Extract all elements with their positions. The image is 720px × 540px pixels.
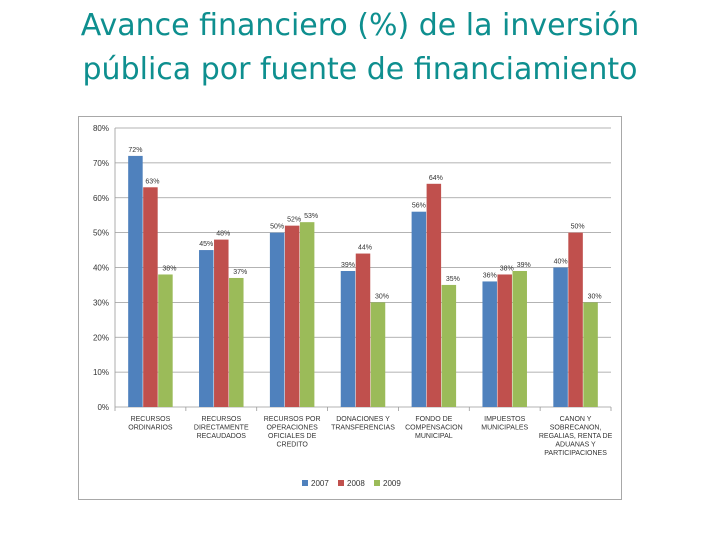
category-label-line: OFICIALES DE	[268, 433, 317, 440]
y-tick-label: 80%	[93, 124, 109, 133]
category-label: RECURSOS DIRECTAMENTE RECAUDADOS	[194, 416, 249, 440]
bar-2008	[214, 239, 229, 407]
category-label-line: FONDO DE	[415, 416, 452, 423]
bar-2009	[370, 302, 386, 407]
bar-2008	[568, 232, 583, 407]
y-tick-label: 40%	[93, 264, 109, 273]
legend-label: 2008	[347, 479, 365, 488]
title-line-1: Avance financiero (%) de la inversión	[80, 8, 640, 43]
bar-2008	[426, 183, 442, 407]
bar-2007	[199, 250, 214, 407]
category-label-line: RECURSOS	[201, 416, 241, 423]
bar-2009	[441, 284, 457, 407]
y-tick-label: 0%	[97, 403, 109, 412]
data-label: 44%	[358, 245, 372, 252]
data-label: 30%	[375, 293, 389, 300]
data-label: 56%	[412, 203, 426, 210]
bar-2009	[583, 302, 598, 407]
category-label: DONACIONES Y TRANSFERENCIAS	[331, 416, 395, 432]
data-label: 64%	[429, 175, 443, 182]
y-tick-label: 10%	[93, 368, 109, 377]
bar-2009	[229, 277, 244, 407]
data-label: 39%	[517, 262, 531, 269]
category-label: IMPUESTOS MUNICIPALES	[481, 416, 528, 432]
data-label: 45%	[199, 241, 213, 248]
bar-chart: 0% 10% 20% 30% 40% 50% 60% 70% 80% 72% 45% 50% 39% 56…	[93, 124, 613, 488]
category-label-line: DONACIONES Y	[336, 416, 390, 423]
bar-2007	[553, 267, 568, 407]
data-label: 40%	[554, 259, 568, 266]
bar-2007	[482, 281, 497, 407]
category-label-line: RECURSOS POR	[264, 416, 321, 423]
bar-2009	[299, 222, 315, 407]
category-label-line: ORDINARIOS	[128, 425, 173, 432]
y-tick-label: 50%	[93, 229, 109, 238]
data-label: 50%	[270, 224, 284, 231]
category-label-line: MUNICIPAL	[415, 433, 453, 440]
page-title: Avance financiero (%) de la inversión pú…	[0, 4, 720, 92]
category-label: CANON Y SOBRECANON, REGALIAS, RENTA DE ADUA…	[539, 416, 613, 457]
category-label-line: CREDITO	[276, 442, 308, 449]
bar-2009	[158, 274, 173, 407]
bar-2008	[497, 274, 512, 407]
bar-2007	[340, 270, 356, 407]
category-label-line: IMPUESTOS	[484, 416, 525, 423]
data-label: 53%	[304, 213, 318, 220]
category-label-line: SOBRECANON,	[550, 425, 602, 432]
data-label: 50%	[571, 224, 585, 231]
data-label: 30%	[588, 293, 602, 300]
legend-swatch-2009	[374, 480, 380, 486]
data-label: 35%	[446, 276, 460, 283]
legend-label: 2007	[311, 479, 329, 488]
data-label: 36%	[483, 272, 497, 279]
legend-swatch-2007	[302, 480, 308, 486]
y-tick-label: 20%	[93, 333, 109, 342]
data-label: 52%	[287, 217, 301, 224]
bar-2008	[355, 253, 371, 407]
data-label: 37%	[233, 269, 247, 276]
bar-2007	[128, 155, 143, 407]
y-tick-label: 60%	[93, 194, 109, 203]
category-label: FONDO DE COMPENSACION MUNICIPAL	[405, 416, 463, 440]
legend-swatch-2008	[338, 480, 344, 486]
bar-2008	[284, 225, 300, 407]
bar-2007	[269, 232, 285, 407]
legend-label: 2009	[383, 479, 401, 488]
category-label-line: CANON Y	[560, 416, 592, 423]
data-label: 72%	[128, 147, 142, 154]
data-label: 63%	[145, 178, 159, 185]
category-label-line: DIRECTAMENTE	[194, 425, 249, 432]
bar-2007	[411, 211, 427, 407]
chart-frame: 0% 10% 20% 30% 40% 50% 60% 70% 80% 72% 45% 50% 39% 56…	[78, 116, 622, 500]
bar-2009	[512, 270, 527, 407]
category-label: RECURSOS ORDINARIOS	[128, 416, 173, 432]
title-line-2: pública por fuente de financiamiento	[82, 52, 638, 87]
y-tick-label: 30%	[93, 298, 109, 307]
category-label-line: PARTICIPACIONES	[544, 450, 607, 457]
category-label-line: COMPENSACION	[405, 425, 463, 432]
category-label-line: ADUANAS Y	[555, 442, 596, 449]
data-label: 48%	[216, 231, 230, 238]
data-label: 38%	[500, 265, 514, 272]
category-label-line: TRANSFERENCIAS	[331, 425, 395, 432]
category-label-line: OPERACIONES	[266, 425, 318, 432]
data-label: 39%	[341, 262, 355, 269]
category-label-line: RECAUDADOS	[197, 433, 247, 440]
category-label-line: REGALIAS, RENTA DE	[539, 433, 613, 440]
category-label-line: RECURSOS	[131, 416, 171, 423]
category-label-line: MUNICIPALES	[481, 425, 528, 432]
data-label: 38%	[162, 265, 176, 272]
y-tick-label: 70%	[93, 159, 109, 168]
bar-2008	[143, 187, 158, 407]
category-label: RECURSOS POR OPERACIONES OFICIALES DE CREDI…	[264, 416, 321, 449]
